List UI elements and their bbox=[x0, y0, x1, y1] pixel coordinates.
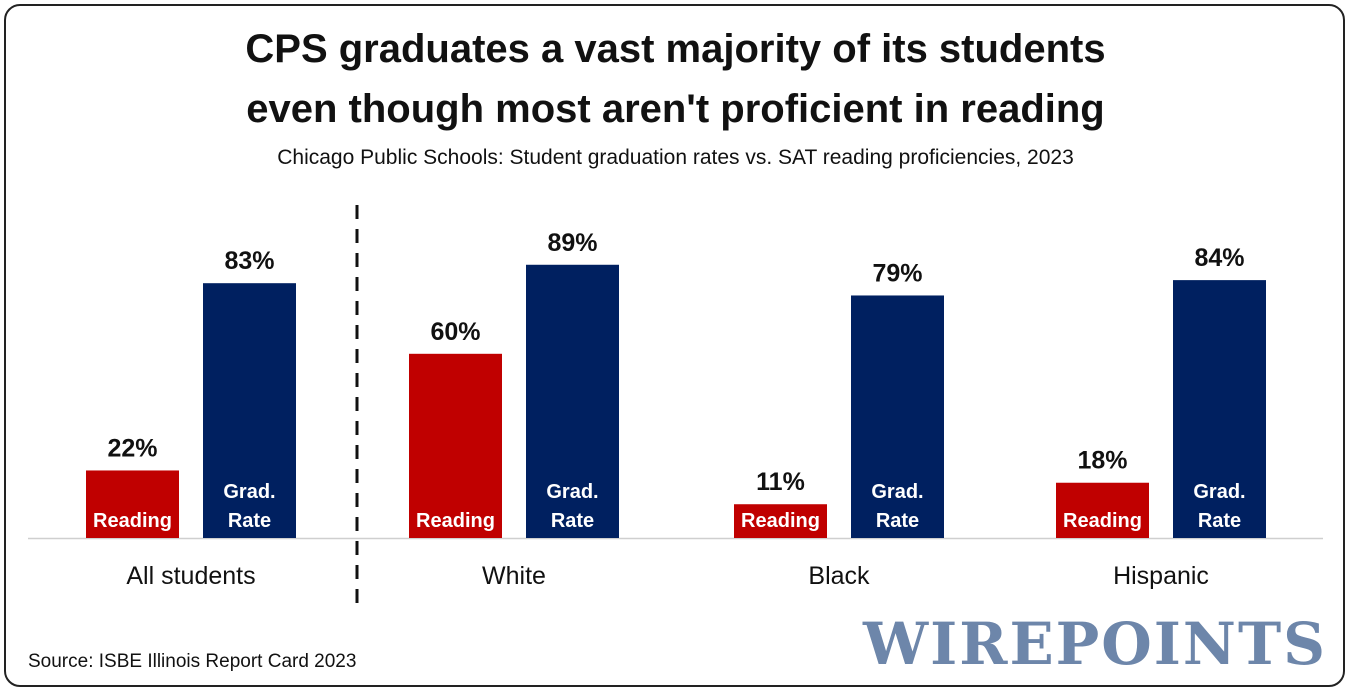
bar-label-reading-white: Reading bbox=[416, 510, 495, 532]
bar-label-grad-rate-white: Grad. bbox=[546, 481, 598, 503]
chart-title-line-1: CPS graduates a vast majority of its stu… bbox=[245, 27, 1106, 71]
value-label-reading-hispanic: 18% bbox=[1077, 447, 1127, 475]
bar-grad-rate-hispanic bbox=[1173, 280, 1266, 538]
bar-label-grad-rate-black: Rate bbox=[876, 510, 919, 532]
wirepoints-logo: WIREPOINTS bbox=[862, 610, 1327, 678]
bar-label-reading-hispanic: Reading bbox=[1063, 510, 1142, 532]
source-note: Source: ISBE Illinois Report Card 2023 bbox=[28, 651, 357, 672]
bar-grad-rate-black bbox=[851, 295, 944, 538]
bar-label-grad-rate-hispanic: Rate bbox=[1198, 510, 1241, 532]
category-label-all-students: All students bbox=[126, 562, 255, 590]
bar-label-grad-rate-all-students: Grad. bbox=[223, 481, 275, 503]
bar-reading-black bbox=[734, 504, 827, 538]
bar-label-grad-rate-all-students: Rate bbox=[228, 510, 271, 532]
bar-reading-all-students bbox=[86, 470, 179, 538]
category-label-black: Black bbox=[808, 562, 870, 590]
chart-subtitle: Chicago Public Schools: Student graduati… bbox=[277, 146, 1074, 169]
value-label-grad-rate-black: 79% bbox=[872, 259, 922, 287]
bar-reading-white bbox=[409, 353, 502, 538]
category-label-white: White bbox=[482, 562, 546, 590]
bar-label-grad-rate-hispanic: Grad. bbox=[1193, 481, 1245, 503]
bar-grad-rate-all-students bbox=[203, 283, 296, 538]
chart-title-line-2: even though most aren't proficient in re… bbox=[246, 87, 1105, 131]
value-label-reading-white: 60% bbox=[430, 318, 480, 346]
bar-reading-hispanic bbox=[1056, 482, 1149, 538]
bar-grad-rate-white bbox=[526, 264, 619, 538]
value-label-grad-rate-hispanic: 84% bbox=[1194, 244, 1244, 272]
bar-label-grad-rate-white: Rate bbox=[551, 510, 594, 532]
bar-label-reading-black: Reading bbox=[741, 510, 820, 532]
category-label-hispanic: Hispanic bbox=[1113, 562, 1209, 590]
value-label-reading-black: 11% bbox=[756, 468, 805, 496]
bar-label-reading-all-students: Reading bbox=[93, 510, 172, 532]
value-label-reading-all-students: 22% bbox=[107, 434, 157, 462]
value-label-grad-rate-white: 89% bbox=[547, 229, 597, 257]
value-label-grad-rate-all-students: 83% bbox=[224, 247, 274, 275]
bar-label-grad-rate-black: Grad. bbox=[871, 481, 923, 503]
